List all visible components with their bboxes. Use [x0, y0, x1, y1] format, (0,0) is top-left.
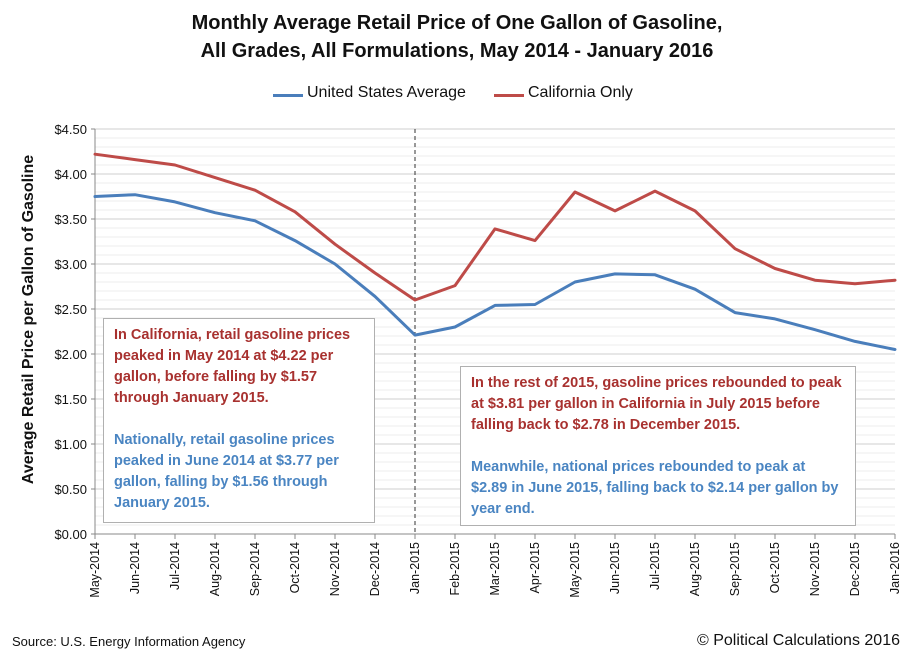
chart-title: Monthly Average Retail Price of One Gall…: [191, 12, 723, 34]
y-tick-label: $2.50: [54, 302, 87, 317]
annotation-left-california: In California, retail gasoline prices pe…: [114, 327, 351, 406]
x-tick-label: Aug-2014: [208, 542, 222, 596]
x-tick-label: Dec-2014: [368, 542, 382, 596]
x-tick-label: Sep-2014: [248, 542, 262, 596]
y-tick-label: $0.50: [54, 482, 87, 497]
x-tick-label: Nov-2015: [808, 542, 822, 596]
legend: United States Average California Only: [0, 84, 914, 106]
legend-swatch-ca: [494, 94, 524, 97]
x-tick-label: Jan-2016: [888, 542, 902, 594]
x-tick-label: Nov-2014: [328, 542, 342, 596]
y-tick-label: $4.50: [54, 122, 87, 137]
y-axis-title: Average Retail Price per Gallon of Gasol…: [20, 155, 37, 484]
x-tick-label: Jan-2015: [408, 542, 422, 594]
annotation-left: In California, retail gasoline prices pe…: [103, 318, 375, 523]
source-note: Source: U.S. Energy Information Agency: [12, 634, 246, 649]
x-tick-label: Oct-2015: [768, 542, 782, 593]
x-tick-label: Sep-2015: [728, 542, 742, 596]
legend-label-us: United States Average: [307, 84, 466, 101]
series-line-united-states-average: [93, 193, 897, 351]
x-tick-label: May-2014: [88, 542, 102, 598]
x-tick-label: Oct-2014: [288, 542, 302, 593]
x-tick-label: Jul-2014: [168, 542, 182, 590]
x-tick-label: Jun-2014: [128, 542, 142, 594]
x-tick-label: Dec-2015: [848, 542, 862, 596]
legend-label-ca: California Only: [528, 84, 633, 101]
annotation-left-national: Nationally, retail gasoline prices peake…: [114, 432, 339, 511]
y-tick-label: $2.00: [54, 347, 87, 362]
x-tick-label: Apr-2015: [528, 542, 542, 593]
y-tick-label: $3.50: [54, 212, 87, 227]
annotation-right-national: Meanwhile, national prices rebounded to …: [471, 459, 839, 517]
y-tick-label: $1.00: [54, 437, 87, 452]
annotation-right: In the rest of 2015, gasoline prices reb…: [460, 366, 856, 526]
x-tick-label: Jun-2015: [608, 542, 622, 594]
y-tick-label: $3.00: [54, 257, 87, 272]
series-line-california-only: [93, 152, 897, 302]
x-tick-label: Jul-2015: [648, 542, 662, 590]
y-tick-label: $4.00: [54, 167, 87, 182]
y-tick-label: $0.00: [54, 527, 87, 542]
annotation-right-california: In the rest of 2015, gasoline prices reb…: [471, 375, 842, 433]
x-tick-label: Mar-2015: [488, 542, 502, 596]
x-tick-label: Feb-2015: [448, 542, 462, 596]
copyright-note: © Political Calculations 2016: [696, 632, 900, 649]
legend-swatch-us: [273, 94, 303, 97]
chart-subtitle: All Grades, All Formulations, May 2014 -…: [200, 40, 714, 62]
x-tick-label: May-2015: [568, 542, 582, 598]
y-tick-label: $1.50: [54, 392, 87, 407]
x-tick-label: Aug-2015: [688, 542, 702, 596]
